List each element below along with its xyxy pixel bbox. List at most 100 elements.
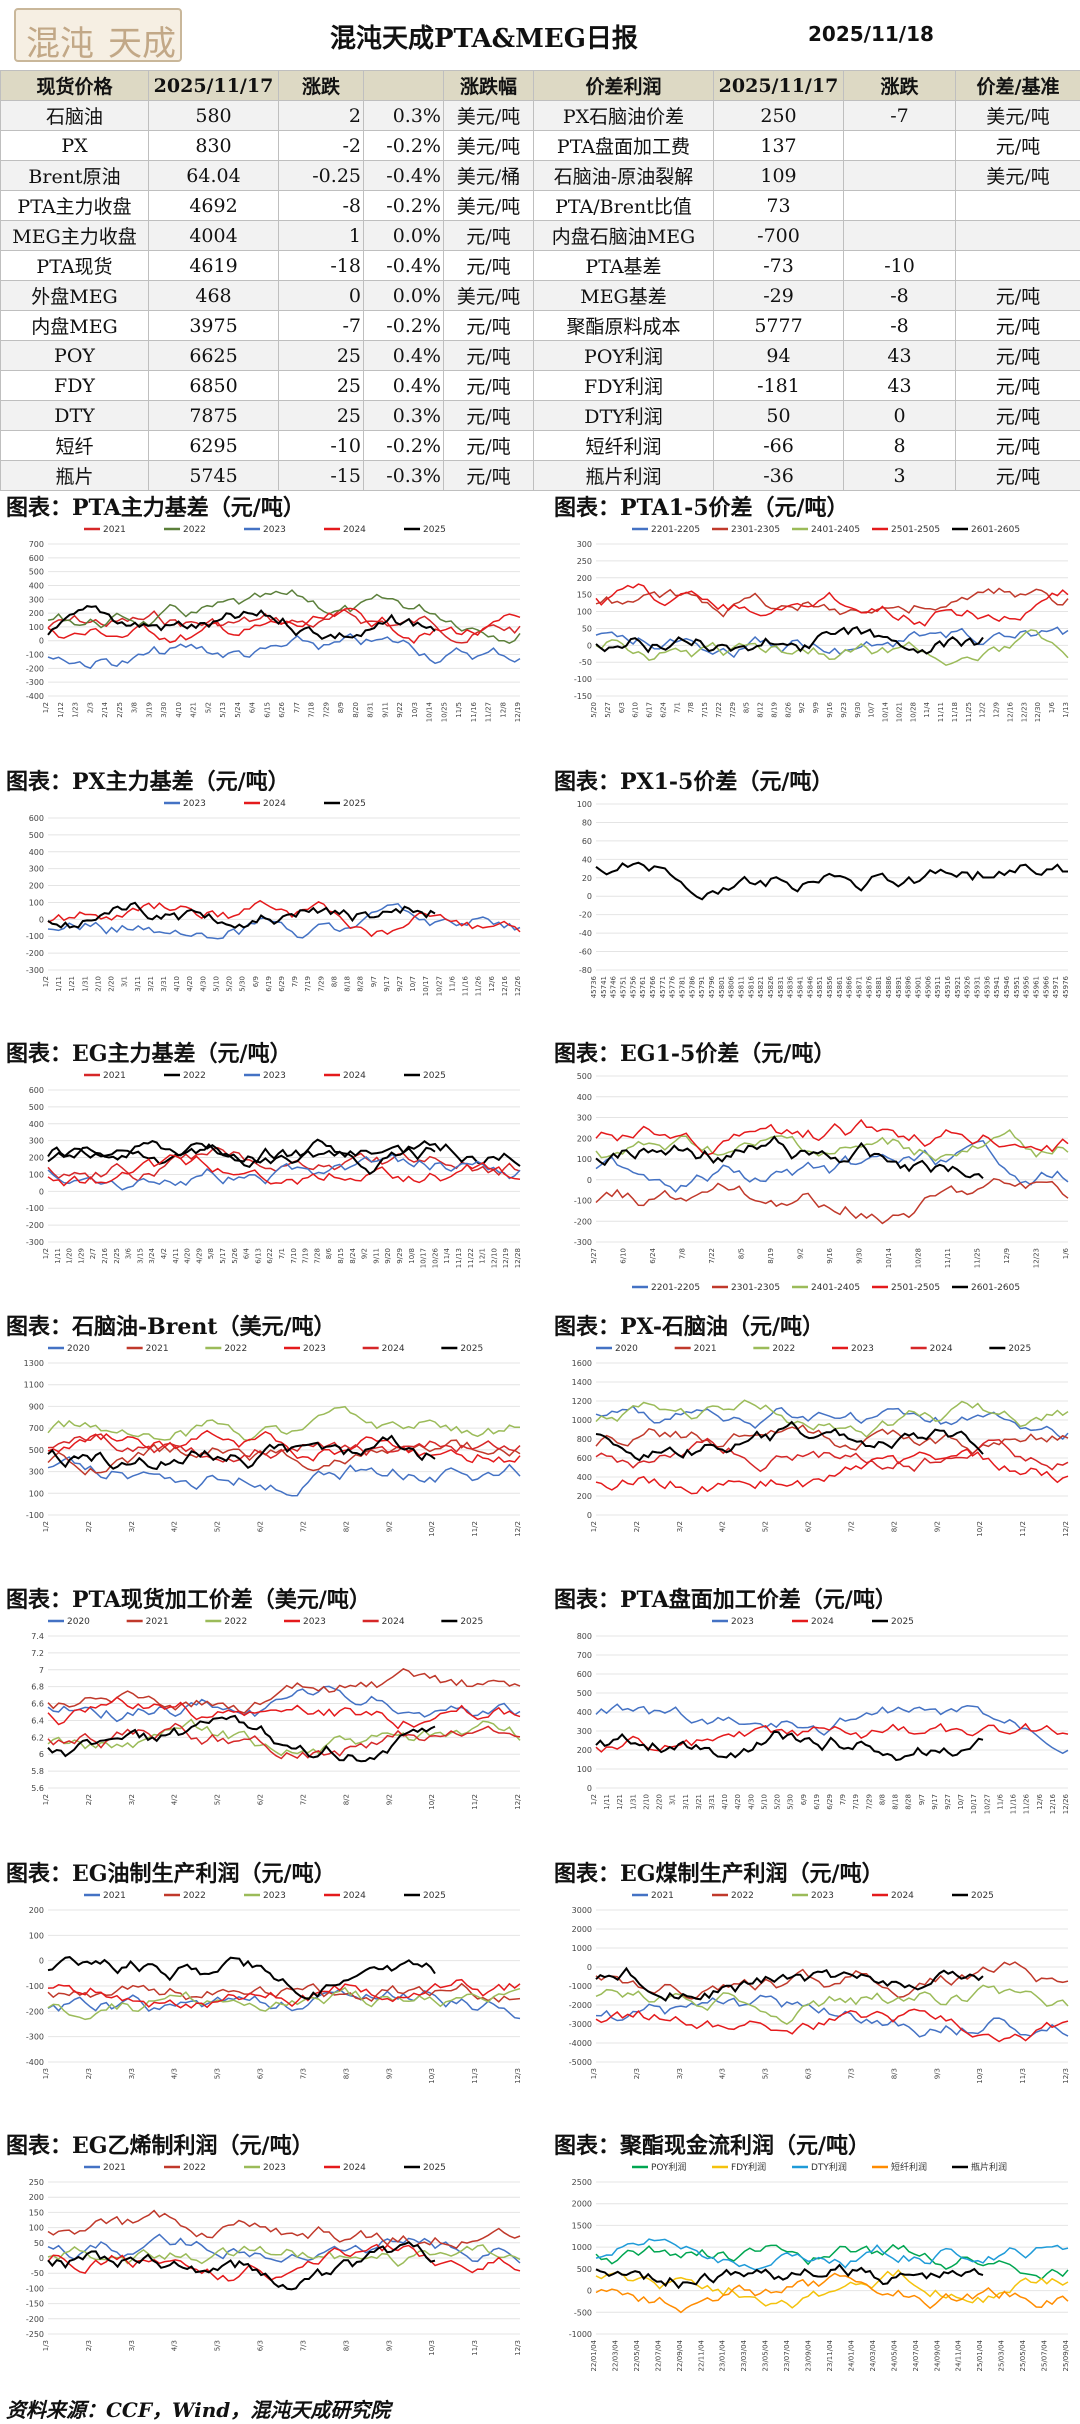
table-cell: -18 [278,250,364,281]
x-tick-label: 1/2 [42,1521,50,1532]
x-tick-label: 45811 [738,976,746,998]
svg-text:2023: 2023 [263,1891,286,1901]
x-tick-label: 1/31 [629,1794,637,1810]
report-header: 混沌 天成 混沌天成PTA&MEG日报 2025/11/18 [0,0,1080,70]
table-cell: 美元/吨 [443,100,534,131]
x-tick-label: 45891 [895,976,903,998]
x-tick-label: 9/27 [396,976,404,992]
x-tick-label: 45741 [600,976,608,998]
x-tick-label: 1/12 [57,702,65,718]
chart-title: 图表：PX1-5价差（元/吨） [554,769,834,795]
table-cell: 元/吨 [955,280,1080,311]
x-tick-label: 6/9 [252,976,260,987]
x-tick-label: 45821 [757,976,765,998]
y-tick-label: -40 [579,929,592,938]
table-row: PX 830 -2 -0.2% 美元/吨 PTA盘面加工费 137 元/吨 [0,130,1080,161]
x-tick-label: 9/29 [396,1248,404,1264]
legend-entry: 2021 [632,1891,674,1901]
y-tick-label: -50 [579,658,592,667]
svg-text:2401-2405: 2401-2405 [811,1283,860,1293]
x-tick-label: 45791 [698,976,706,998]
y-tick-label: 0 [587,1511,592,1520]
y-tick-label: 500 [29,831,44,840]
chart-13: POY利润 FDY利润 DTY利润 短纤利润 瓶片利润 2500 2000 1500 1000 5… [569,2161,1070,2371]
table-cell: 内盘石脑油MEG [533,220,714,251]
x-tick-label: 4/20 [184,1248,192,1264]
chart-5: 2201-2205 2301-2305 2401-2405 2501-2505 2601… [574,1072,1070,1293]
series-line [47,2209,521,2250]
table-cell [843,190,956,221]
chart-title: 图表：PX-石脑油（元/吨） [554,1314,824,1340]
table-row: 短纤 6295 -10 -0.2% 元/吨 短纤利润 -66 8 元/吨 [0,430,1080,461]
x-tick-label: 6/3 [805,2068,813,2079]
y-tick-label: 700 [29,540,44,549]
x-tick-label: 9/3 [385,2068,393,2079]
legend-entry: 2301-2305 [712,1283,780,1293]
x-tick-label: 24/07/04 [912,2339,920,2371]
x-tick-label: 45816 [747,975,755,998]
svg-text:2023: 2023 [183,799,206,809]
x-tick-label: 25/01/04 [976,2339,984,2371]
x-tick-label: 9/3 [933,2068,941,2079]
x-tick-label: 2/20 [108,976,116,992]
x-tick-label: 8/18 [344,976,352,992]
x-tick-label: 2/2 [85,1521,93,1532]
series-line [595,583,1069,627]
y-tick-label: -500 [574,2308,592,2317]
svg-text:2025: 2025 [460,1344,483,1354]
legend-entry: 2024 [324,525,366,535]
y-tick-label: 600 [577,1454,592,1463]
legend-entry: 2201-2205 [632,1283,700,1293]
table-cell: FDY利润 [533,370,714,401]
y-tick-label: -200 [26,949,44,958]
x-tick-label: 45846 [806,975,814,998]
x-tick-label: 8/3 [342,2068,350,2079]
x-tick-label: 7/8 [679,1248,687,1259]
x-tick-label: 45901 [915,976,923,998]
table-cell: 元/吨 [955,340,1080,371]
svg-text:2501-2505: 2501-2505 [891,1283,940,1293]
y-tick-label: 800 [577,1435,592,1444]
x-tick-label: 3/11 [134,976,142,992]
x-tick-label: 5/10 [212,976,220,992]
table-cell: 137 [713,130,844,161]
chart-12: 2021 2022 2023 2024 2025 250 200 150 100 50 0 -50 -1… [26,2163,522,2356]
x-tick-label: 10/2 [428,1521,436,1537]
y-tick-label: -300 [26,678,44,687]
x-tick-label: 2/3 [85,2340,93,2351]
table-cell: -181 [713,370,844,401]
x-tick-label: 7/15 [701,702,709,718]
x-tick-label: 9/20 [384,1248,392,1264]
legend-entry: 2023 [244,525,286,535]
legend-entry: 2023 [244,2163,286,2173]
x-tick-label: 9/17 [383,976,391,992]
series-line [47,1988,521,2020]
legend-entry: FDY利润 [712,2161,766,2173]
series-line [47,2244,521,2267]
legend-entry: 2022 [164,525,206,535]
y-tick-label: 200 [577,1492,592,1501]
x-tick-label: 8/2 [342,1794,350,1805]
x-tick-label: 45951 [1013,976,1021,998]
y-tick-label: 500 [29,1446,44,1455]
x-tick-label: 2/3 [633,2068,641,2079]
y-tick-label: 80 [582,818,592,827]
svg-text:2022: 2022 [772,1344,795,1354]
x-tick-label: 9/2 [385,1521,393,1532]
svg-text:2024: 2024 [382,1344,405,1354]
y-tick-label: 700 [577,1651,592,1660]
x-tick-label: 5/3 [762,2068,770,2079]
x-tick-label: 8/5 [743,702,751,713]
x-tick-label: 9/30 [856,1248,864,1264]
legend-entry: 2401-2405 [792,1283,860,1293]
chart-title: 图表：EG乙烯制利润（元/吨） [6,2133,314,2159]
x-tick-label: 9/2 [361,1248,369,1259]
x-tick-label: 8/19 [767,1248,775,1264]
series-line [595,587,1069,618]
x-tick-label: 11/13 [455,1248,463,1268]
x-tick-label: 10/3 [428,2340,436,2356]
x-tick-label: 9/2 [798,702,806,713]
table-cell: 美元/吨 [443,190,534,221]
y-tick-label: 100 [29,2224,44,2233]
table-cell: 0 [843,400,956,431]
